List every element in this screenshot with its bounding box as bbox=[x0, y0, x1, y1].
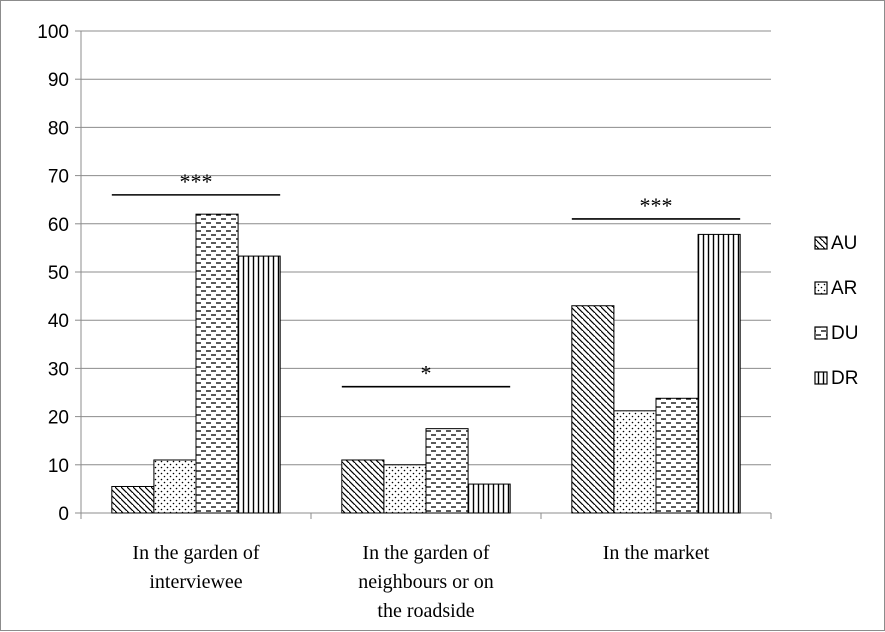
y-tick-label: 70 bbox=[48, 167, 69, 188]
axes: 0 10 20 30 40 50 60 70 80 90 100 bbox=[37, 22, 772, 525]
category-label: the roadside bbox=[377, 600, 474, 622]
bar-ar bbox=[153, 459, 197, 514]
bar-dr bbox=[467, 483, 511, 514]
bar-du bbox=[425, 428, 469, 514]
y-tick-label: 60 bbox=[48, 215, 69, 236]
category-labels: In the garden of interviewee In the garden… bbox=[132, 542, 709, 622]
y-tick-label: 0 bbox=[58, 504, 69, 525]
significance-annotations: ******* bbox=[111, 169, 741, 388]
category-label: neighbours or on bbox=[358, 571, 494, 593]
legend-label-du: DU bbox=[831, 323, 858, 344]
y-tick-label: 80 bbox=[48, 118, 69, 139]
bar-dr bbox=[697, 233, 741, 514]
significance-label: *** bbox=[180, 169, 213, 194]
category-label: In the garden of bbox=[132, 542, 260, 564]
legend: AU AR DU DR bbox=[814, 233, 858, 389]
y-tick-label: 30 bbox=[48, 359, 69, 380]
y-tick-label: 40 bbox=[48, 311, 69, 332]
y-tick-label: 20 bbox=[48, 408, 69, 429]
y-tick-label: 10 bbox=[48, 456, 69, 477]
bars bbox=[111, 213, 741, 514]
significance-label: *** bbox=[640, 193, 673, 218]
legend-swatch-ar bbox=[814, 281, 828, 295]
y-tick-label: 50 bbox=[48, 263, 69, 284]
significance-label: * bbox=[421, 361, 432, 386]
bar-ar bbox=[613, 410, 657, 514]
legend-swatch-du bbox=[814, 326, 828, 340]
category-label: In the market bbox=[603, 542, 710, 564]
y-tick-label: 90 bbox=[48, 70, 69, 91]
bar-ar bbox=[383, 464, 427, 514]
category-label: In the garden of bbox=[362, 542, 490, 564]
legend-swatch-dr bbox=[814, 371, 828, 385]
category-label: interviewee bbox=[149, 571, 242, 593]
bar-du bbox=[655, 397, 699, 514]
bar-au bbox=[341, 459, 385, 514]
legend-label-dr: DR bbox=[831, 368, 858, 389]
legend-label-ar: AR bbox=[831, 278, 857, 299]
bar-au bbox=[571, 305, 615, 514]
bar-dr bbox=[237, 255, 281, 514]
bar-au bbox=[111, 485, 155, 514]
legend-label-au: AU bbox=[831, 233, 857, 254]
legend-swatch-au bbox=[814, 236, 828, 250]
y-tick-label: 100 bbox=[37, 22, 69, 43]
bar-du bbox=[195, 213, 239, 514]
